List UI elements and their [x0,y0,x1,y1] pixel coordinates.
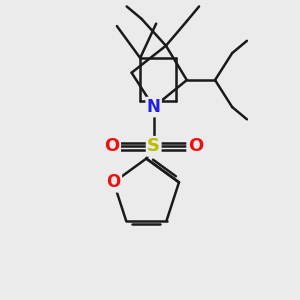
Text: N: N [147,98,160,116]
Text: O: O [188,137,203,155]
Text: O: O [104,137,120,155]
Text: S: S [147,137,160,155]
Text: O: O [106,173,121,191]
